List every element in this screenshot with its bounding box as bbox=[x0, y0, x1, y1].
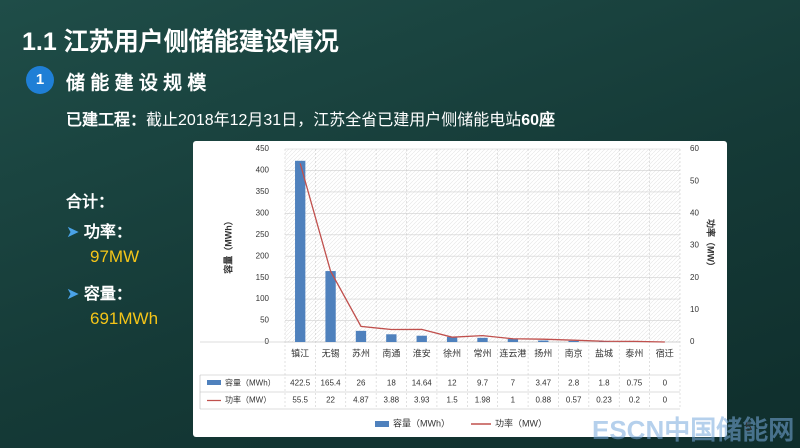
table-cell: 0 bbox=[663, 396, 668, 405]
table-cell: 2.8 bbox=[568, 379, 580, 388]
x-tick-label: 无锡 bbox=[322, 348, 340, 358]
x-tick-label: 连云港 bbox=[499, 347, 526, 358]
bar bbox=[386, 334, 397, 342]
y-axis-title: 容量（MWh） bbox=[222, 216, 233, 275]
x-tick-label: 宿迁 bbox=[656, 347, 674, 358]
table-cell: 0.88 bbox=[535, 396, 551, 405]
bar bbox=[416, 335, 427, 342]
summary-heading: 合计： bbox=[66, 194, 115, 211]
y-tick-label: 150 bbox=[256, 273, 270, 282]
bar bbox=[355, 330, 367, 342]
y-tick-label: 350 bbox=[256, 187, 270, 196]
y2-tick-label: 0 bbox=[690, 337, 695, 346]
x-tick-label: 淮安 bbox=[413, 347, 431, 358]
y-tick-label: 100 bbox=[256, 294, 270, 303]
table-cell: 26 bbox=[357, 379, 366, 388]
summary-item: ➤ 功率： bbox=[66, 224, 132, 241]
plot-area bbox=[285, 149, 680, 342]
summary-item: ➤ 容量： bbox=[66, 286, 132, 303]
table-cell: 1.5 bbox=[447, 396, 459, 405]
bar bbox=[568, 340, 579, 342]
y-tick-label: 300 bbox=[256, 208, 270, 217]
bar bbox=[446, 336, 458, 342]
intro-highlight: 60座 bbox=[521, 112, 556, 129]
bar bbox=[325, 271, 336, 342]
y-tick-label: 50 bbox=[260, 316, 269, 325]
item-label: 容量： bbox=[83, 286, 132, 303]
table-cell: 12 bbox=[448, 379, 457, 388]
legend-label: 功率（MW） bbox=[495, 417, 547, 428]
x-tick-label: 苏州 bbox=[352, 347, 370, 358]
chart: 容量（MWh） 功率（MW） 0501001502002503003504004… bbox=[193, 141, 727, 437]
table-row-label: 容量（MWh） bbox=[225, 378, 276, 388]
table-cell: 422.5 bbox=[290, 379, 311, 388]
table-cell: 55.5 bbox=[292, 396, 308, 405]
x-tick-label: 扬州 bbox=[534, 347, 552, 358]
item-value: 691MWh bbox=[90, 309, 159, 328]
y-tick-label: 400 bbox=[256, 166, 270, 175]
y2-tick-label: 60 bbox=[690, 144, 699, 153]
bar bbox=[538, 340, 549, 342]
item-value: 97MW bbox=[90, 247, 140, 266]
x-tick-label: 南京 bbox=[565, 347, 583, 358]
watermark: ESCN中国储能网 bbox=[592, 415, 795, 445]
y2-tick-label: 40 bbox=[690, 208, 699, 217]
y2-tick-label: 50 bbox=[690, 176, 699, 185]
y-tick-label: 450 bbox=[256, 144, 270, 153]
table-cell: 0.23 bbox=[596, 396, 612, 405]
table-cell: 165.4 bbox=[321, 379, 342, 388]
table-cell: 3.47 bbox=[535, 379, 551, 388]
legend-key bbox=[375, 421, 389, 427]
table-cell: 9.7 bbox=[477, 379, 489, 388]
table-cell: 0.2 bbox=[629, 396, 641, 405]
table-cell: 0.75 bbox=[627, 379, 643, 388]
y-tick-label: 0 bbox=[265, 337, 270, 346]
y2-tick-label: 10 bbox=[690, 305, 699, 314]
intro-label: 已建工程： bbox=[66, 112, 147, 129]
legend-label: 容量（MWh） bbox=[393, 417, 450, 428]
y2-tick-label: 30 bbox=[690, 241, 699, 250]
y2-axis-title: 功率（MW） bbox=[706, 219, 717, 271]
bar bbox=[295, 160, 306, 342]
x-tick-label: 镇江 bbox=[291, 347, 309, 358]
x-tick-label: 徐州 bbox=[443, 347, 461, 358]
slide-title: 1.1 江苏用户侧储能建设情况 bbox=[22, 28, 339, 56]
table-row-label: 功率（MW） bbox=[225, 395, 271, 405]
y-tick-label: 250 bbox=[256, 230, 270, 239]
intro: 已建工程：截止2018年12月31日，江苏全省已建用户侧储能电站60座 bbox=[66, 106, 555, 130]
table-cell: 22 bbox=[326, 396, 335, 405]
item-label: 功率： bbox=[83, 224, 132, 241]
line bbox=[299, 163, 665, 343]
bar bbox=[507, 338, 519, 342]
table-cell: 0.57 bbox=[566, 396, 582, 405]
section-number: 1 bbox=[26, 66, 54, 94]
x-tick-label: 南通 bbox=[382, 347, 400, 358]
table-cell: 7 bbox=[511, 379, 516, 388]
table-cell: 18 bbox=[387, 379, 396, 388]
y-tick-label: 200 bbox=[256, 251, 270, 260]
legend-key bbox=[207, 380, 221, 385]
table-cell: 1.8 bbox=[598, 379, 610, 388]
bar bbox=[477, 337, 488, 342]
table-cell: 0 bbox=[663, 379, 668, 388]
x-tick-label: 泰州 bbox=[625, 347, 643, 358]
x-tick-label: 常州 bbox=[473, 347, 491, 358]
table-cell: 14.64 bbox=[412, 379, 433, 388]
table-cell: 1 bbox=[511, 396, 516, 405]
x-tick-label: 盐城 bbox=[595, 347, 613, 358]
table-cell: 3.93 bbox=[414, 396, 430, 405]
table-cell: 4.87 bbox=[353, 396, 369, 405]
y2-tick-label: 20 bbox=[690, 273, 699, 282]
intro-text: 截止2018年12月31日，江苏全省已建用户侧储能电站 bbox=[146, 112, 522, 129]
table-cell: 1.98 bbox=[475, 396, 491, 405]
section-title: 储 能 建 设 规 模 bbox=[66, 73, 207, 94]
table-cell: 3.88 bbox=[384, 396, 400, 405]
page-number: 5 bbox=[745, 420, 752, 434]
